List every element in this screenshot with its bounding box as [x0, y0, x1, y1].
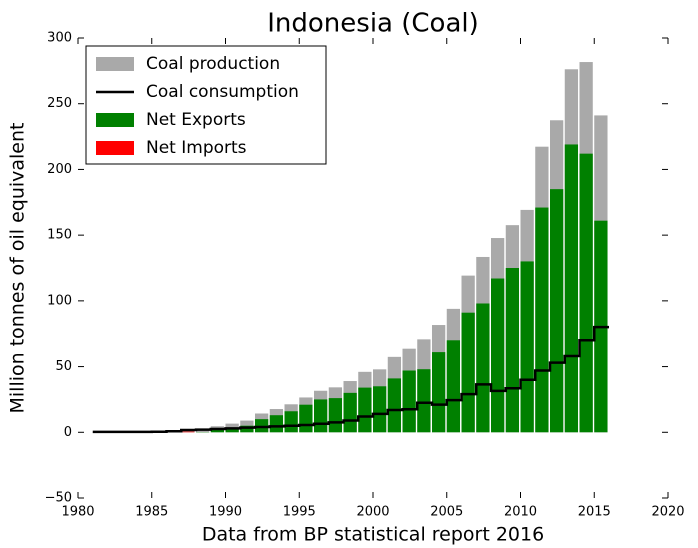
x-tick-label: 2005	[430, 505, 463, 520]
y-tick-label: −50	[45, 491, 72, 506]
bar	[520, 261, 534, 433]
x-tick-label: 1985	[135, 505, 168, 520]
bar	[328, 398, 343, 433]
y-tick-label: 200	[47, 162, 72, 177]
y-tick-label: 250	[47, 96, 72, 111]
legend-swatch	[96, 57, 134, 71]
bar	[358, 387, 372, 433]
bar	[579, 153, 593, 433]
line	[92, 325, 609, 434]
x-axis-label: Data from BP statistical report 2016	[202, 524, 544, 546]
x-tick-label: 1980	[61, 505, 94, 520]
y-tick-label: 50	[55, 359, 72, 374]
x-tick-label: 2010	[504, 505, 537, 520]
bar	[255, 419, 269, 433]
bar	[269, 415, 284, 433]
bar	[476, 303, 490, 433]
x-tick-label: 1995	[283, 505, 316, 520]
bar	[343, 392, 357, 433]
legend-label: Coal consumption	[146, 82, 299, 102]
y-axis-label: Million tonnes of oil equivalent	[7, 123, 29, 414]
bar	[461, 312, 475, 433]
bar	[446, 340, 461, 433]
bar	[284, 411, 298, 433]
legend-swatch	[96, 113, 134, 127]
bar	[564, 144, 579, 433]
bar	[225, 427, 239, 433]
legend-label: Coal production	[146, 54, 280, 74]
y-tick-label: 100	[47, 293, 72, 308]
bar	[491, 278, 505, 433]
y-tick-label: 150	[47, 228, 72, 243]
bar	[181, 431, 195, 433]
x-tick-label: 2015	[578, 505, 611, 520]
legend-label: Net Exports	[146, 110, 246, 130]
bar	[535, 207, 549, 433]
bar	[505, 268, 520, 433]
x-tick-label: 2020	[651, 505, 684, 520]
legend: Coal production Coal consumption Net Expor…	[85, 45, 327, 165]
legend-swatch	[96, 141, 134, 155]
bar	[402, 370, 416, 433]
bar	[550, 189, 564, 433]
bar	[314, 399, 328, 433]
bar	[240, 425, 254, 433]
y-tick-label: 0	[64, 425, 72, 440]
bar	[299, 404, 313, 433]
x-tick-label: 2000	[356, 505, 389, 520]
bar	[373, 386, 387, 433]
y-tick-label: 300	[47, 31, 72, 46]
chart-title: Indonesia (Coal)	[267, 9, 479, 39]
bar	[417, 369, 431, 433]
bar	[387, 378, 402, 433]
bar	[210, 429, 225, 433]
bar	[432, 352, 446, 433]
x-tick-label: 1990	[209, 505, 242, 520]
legend-label: Net Imports	[146, 138, 247, 158]
